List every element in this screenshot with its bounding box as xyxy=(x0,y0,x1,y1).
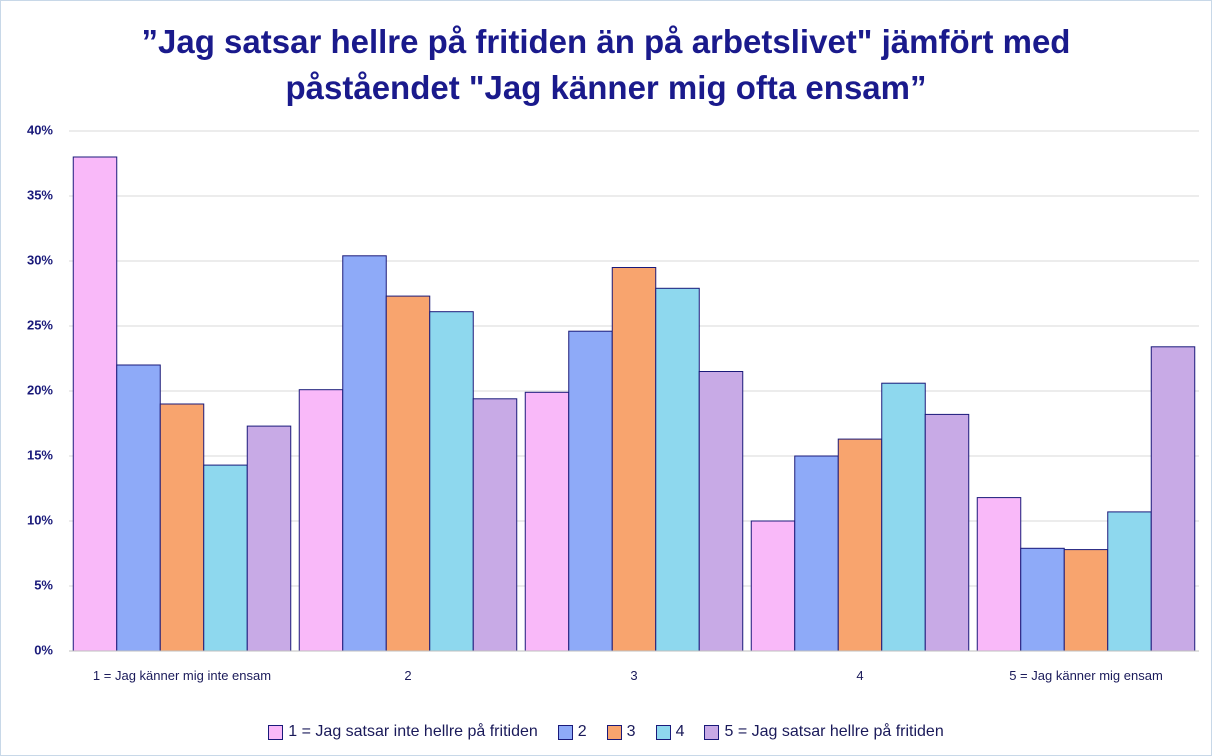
y-tick-label: 40% xyxy=(27,122,53,137)
legend-item: 4 xyxy=(655,723,685,741)
legend: 1 = Jag satsar inte hellre på fritiden 2 3… xyxy=(1,723,1211,741)
bar xyxy=(72,156,118,652)
bar xyxy=(794,455,839,652)
legend-item: 5 = Jag satsar hellre på fritiden xyxy=(704,723,944,741)
y-tick-label: 20% xyxy=(27,382,53,397)
legend-label: 3 xyxy=(626,723,636,740)
bar xyxy=(116,364,161,652)
bar xyxy=(568,330,613,652)
bar xyxy=(1107,511,1152,652)
legend-swatch xyxy=(606,724,622,740)
y-tick-label: 30% xyxy=(27,252,53,267)
bar xyxy=(385,295,431,652)
y-tick-label: 25% xyxy=(27,317,53,332)
legend-swatch xyxy=(557,724,573,740)
x-tick-label: 5 = Jag känner mig ensam xyxy=(1009,668,1163,683)
bar xyxy=(1063,549,1109,652)
legend-item: 2 xyxy=(557,723,587,741)
x-tick-label: 2 xyxy=(404,668,412,683)
y-tick-label: 35% xyxy=(27,187,53,202)
bar xyxy=(429,311,474,652)
legend-swatch xyxy=(268,724,284,740)
bar xyxy=(698,371,744,652)
legend-label: 5 = Jag satsar hellre på fritiden xyxy=(724,723,944,740)
bar xyxy=(246,425,292,652)
legend-swatch xyxy=(704,724,720,740)
y-tick-label: 10% xyxy=(27,512,53,527)
legend-item: 3 xyxy=(606,723,636,741)
y-tick-label: 15% xyxy=(27,447,53,462)
bar xyxy=(1150,346,1196,652)
bar xyxy=(203,464,248,652)
bar xyxy=(524,391,570,652)
bar xyxy=(881,382,926,652)
chart-title: ”Jag satsar hellre på fritiden än på arb… xyxy=(141,23,1071,60)
x-tick-label: 4 xyxy=(856,668,864,683)
legend-label: 1 = Jag satsar inte hellre på fritiden xyxy=(288,723,538,740)
x-tick-label: 1 = Jag känner mig inte ensam xyxy=(92,668,272,683)
chart-title: påståendet "Jag känner mig ofta ensam” xyxy=(285,69,927,106)
legend-label: 2 xyxy=(577,723,587,740)
legend-item: 1 = Jag satsar inte hellre på fritiden xyxy=(268,723,538,741)
legend-swatch xyxy=(655,724,671,740)
bar xyxy=(837,438,883,652)
y-tick-label: 5% xyxy=(34,577,53,592)
y-tick-label: 0% xyxy=(34,642,53,657)
bar xyxy=(976,497,1022,652)
bar xyxy=(750,520,796,652)
bar xyxy=(342,255,387,652)
bar xyxy=(1020,547,1065,652)
x-tick-label: 3 xyxy=(630,668,638,683)
bar xyxy=(298,389,344,652)
legend-label: 4 xyxy=(675,723,685,740)
bar xyxy=(611,267,657,652)
bar xyxy=(655,287,700,652)
bar xyxy=(472,398,518,652)
bar xyxy=(159,403,205,652)
bar xyxy=(924,413,970,652)
